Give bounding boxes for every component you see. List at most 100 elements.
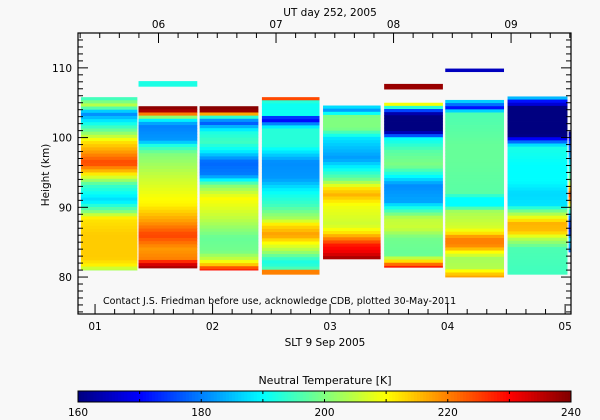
heatmap-cell <box>261 122 320 126</box>
colorbar-segment <box>124 391 128 402</box>
heatmap-cell <box>507 112 568 116</box>
colorbar-segment <box>493 391 498 402</box>
heatmap-cell <box>384 178 443 182</box>
colorbar-segment <box>376 391 381 402</box>
colorbar-segment <box>364 391 369 402</box>
heatmap-cell <box>384 130 443 135</box>
colorbar-segment <box>78 391 82 402</box>
heatmap-cell <box>507 127 568 132</box>
heatmap-cell <box>445 137 505 142</box>
heatmap-cell <box>323 143 381 147</box>
heatmap-cell <box>80 175 138 180</box>
heatmap-cell <box>199 219 259 223</box>
heatmap-cell <box>507 124 568 129</box>
colorbar-segment <box>269 391 273 402</box>
colorbar-segment <box>170 391 175 402</box>
y-tick-label: 100 <box>52 133 72 145</box>
heatmap-cell <box>384 247 443 251</box>
heatmap-cell <box>568 200 571 204</box>
heatmap-cell <box>384 209 443 213</box>
heatmap-cell <box>80 131 138 136</box>
heatmap-cell <box>323 209 381 213</box>
heatmap-cell <box>507 231 568 235</box>
heatmap-cell <box>80 232 138 236</box>
heatmap-cell <box>445 237 505 242</box>
heatmap-column <box>199 106 259 271</box>
heatmap-cell <box>138 156 198 160</box>
heatmap-cell <box>138 259 198 264</box>
heatmap-cell <box>445 125 505 129</box>
heatmap-cell <box>138 203 198 208</box>
heatmap-cell <box>80 241 138 246</box>
heatmap-cell <box>199 165 259 170</box>
colorbar-segment <box>235 391 239 402</box>
colorbar-segment <box>540 391 544 402</box>
heatmap-cell <box>199 121 259 126</box>
heatmap-cell <box>507 143 568 148</box>
heatmap-cell <box>80 134 138 139</box>
colorbar-segment <box>450 391 455 402</box>
heatmap-cell <box>384 256 443 261</box>
heatmap-cell <box>445 181 505 186</box>
heatmap-cell <box>138 216 198 220</box>
heatmap-cell <box>261 106 320 111</box>
heatmap-cell <box>261 194 320 198</box>
colorbar-segment <box>275 391 279 402</box>
heatmap-cell <box>507 162 568 166</box>
heatmap-cell <box>384 165 443 170</box>
heatmap-cell <box>384 162 443 166</box>
heatmap-cell <box>199 178 259 182</box>
colorbar-segment <box>99 391 104 402</box>
heatmap-cell <box>199 241 259 245</box>
colorbar-segment <box>185 391 190 402</box>
heatmap-cell <box>261 200 320 205</box>
heatmap-cell <box>261 119 320 123</box>
heatmap-cell <box>445 272 505 277</box>
colorbar-segment <box>173 391 178 402</box>
heatmap-cell <box>261 141 320 145</box>
heatmap-cell <box>323 190 381 194</box>
colorbar-segment <box>81 391 85 402</box>
heatmap-cell <box>138 253 198 258</box>
heatmap-cell <box>323 105 381 110</box>
colorbar-segment <box>111 391 116 402</box>
colorbar-segment <box>139 391 144 402</box>
heatmap-cell <box>568 228 571 233</box>
heatmap-cell <box>138 115 198 120</box>
colorbar-segment <box>506 391 510 402</box>
colorbar-segment <box>410 391 415 402</box>
colorbar-segment <box>127 391 131 402</box>
heatmap-cell <box>199 134 259 138</box>
heatmap-cell <box>507 134 568 138</box>
heatmap-cell <box>568 197 571 201</box>
colorbar-segment <box>265 391 270 402</box>
heatmap-cell <box>323 174 381 179</box>
heatmap-cell <box>261 115 320 120</box>
heatmap-cell <box>199 175 259 179</box>
heatmap-cell <box>323 161 381 166</box>
heatmap-cell <box>323 158 381 163</box>
top-tick-label: 09 <box>504 19 517 31</box>
colorbar-segment <box>478 391 483 402</box>
heatmap-cell <box>138 109 198 113</box>
heatmap-cell <box>261 238 320 242</box>
heatmap-cell <box>261 254 320 258</box>
colorbar-segment <box>361 391 366 402</box>
colorbar-segment <box>355 391 359 402</box>
heatmap-cell <box>445 150 505 154</box>
colorbar-segment <box>161 391 165 402</box>
heatmap-cell <box>445 216 505 220</box>
heatmap-cell <box>138 231 198 236</box>
colorbar-segment <box>222 391 227 402</box>
heatmap-cell <box>199 131 259 135</box>
heatmap-column <box>80 97 138 271</box>
colorbar-segment <box>407 391 412 402</box>
heatmap-cell <box>568 137 571 142</box>
heatmap-cell <box>445 225 505 229</box>
heatmap-cell <box>261 235 320 239</box>
heatmap-cell <box>199 237 259 242</box>
heatmap-cell <box>80 206 138 211</box>
heatmap-cell <box>507 225 568 229</box>
heatmap-cell <box>507 109 568 113</box>
heatmap-cell <box>384 225 443 229</box>
